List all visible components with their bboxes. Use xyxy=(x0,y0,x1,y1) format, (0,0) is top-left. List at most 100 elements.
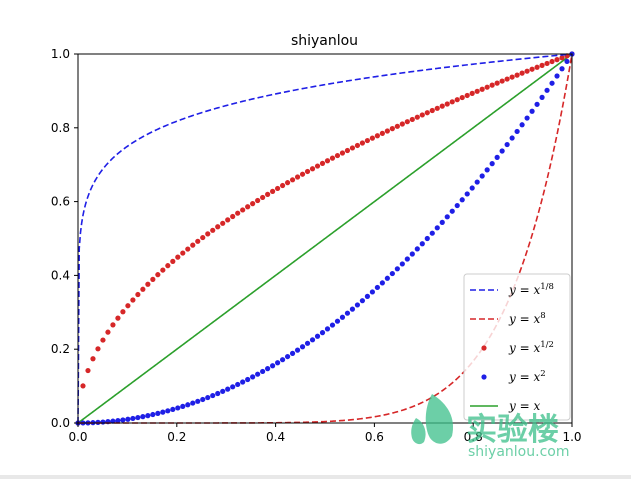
data-point xyxy=(464,92,470,99)
data-point xyxy=(215,224,221,230)
data-point xyxy=(150,276,156,282)
watermark-url-text: shiyanlou.com xyxy=(468,444,569,460)
legend-items: y = x1/8 y = x8 y = x1/2 y = x2 y = x xyxy=(470,282,554,413)
data-point xyxy=(374,284,380,291)
data-point xyxy=(389,126,395,132)
data-point xyxy=(150,411,156,418)
watermark-cn-text: 实验楼 xyxy=(466,412,559,448)
chart-title: shiyanlou xyxy=(291,33,358,49)
data-point xyxy=(334,152,341,159)
data-point xyxy=(115,315,121,321)
data-point xyxy=(255,197,261,204)
data-point xyxy=(155,272,161,278)
data-point xyxy=(245,376,251,383)
data-point xyxy=(469,185,475,191)
data-point xyxy=(294,174,301,180)
data-point xyxy=(379,280,385,286)
data-point xyxy=(379,130,385,136)
legend-entry-y-x-2: y = x2 xyxy=(481,369,546,384)
data-point xyxy=(564,58,570,65)
data-point xyxy=(205,394,211,401)
data-point xyxy=(329,155,336,161)
data-point xyxy=(240,207,246,213)
data-point xyxy=(354,302,361,308)
legend-entry-y-x: y = x xyxy=(470,399,540,413)
data-point xyxy=(284,353,291,360)
data-point xyxy=(230,384,236,390)
data-point xyxy=(419,112,425,118)
y-tick-label: 0.6 xyxy=(51,195,70,209)
data-point xyxy=(429,230,435,236)
data-point xyxy=(225,386,231,392)
data-point xyxy=(145,281,151,287)
data-point xyxy=(125,416,131,422)
data-point xyxy=(454,97,460,103)
data-point xyxy=(484,167,490,173)
data-point xyxy=(240,379,246,385)
legend-entry-y-x-1-2: y = x1/2 xyxy=(481,340,554,355)
data-point xyxy=(389,270,395,277)
data-point xyxy=(534,101,540,107)
data-point xyxy=(270,188,276,194)
data-point xyxy=(215,390,221,397)
data-point xyxy=(145,413,151,419)
y-tick-label: 0.2 xyxy=(51,342,70,356)
data-point xyxy=(539,62,545,68)
data-point xyxy=(374,133,380,139)
data-point xyxy=(279,182,286,189)
data-point xyxy=(519,70,525,76)
x-tick-label: 0.6 xyxy=(365,430,384,444)
data-point xyxy=(349,145,356,151)
data-point xyxy=(384,275,390,281)
data-point xyxy=(265,191,271,197)
data-point xyxy=(494,154,500,160)
legend-label: y = x2 xyxy=(508,369,546,384)
x-tick-label: 0.4 xyxy=(266,430,285,444)
data-point xyxy=(404,119,410,125)
data-point xyxy=(200,234,206,241)
data-point xyxy=(529,108,535,114)
data-point xyxy=(364,137,371,144)
data-point xyxy=(220,388,226,394)
watermark-leaf-icon xyxy=(425,394,454,444)
data-point xyxy=(105,329,111,335)
data-point xyxy=(424,110,430,116)
legend-label: y = x xyxy=(508,399,540,413)
data-point xyxy=(384,128,390,134)
data-point xyxy=(275,360,281,366)
data-point xyxy=(165,263,171,269)
data-point xyxy=(95,346,101,352)
y-tick-label: 0.0 xyxy=(51,416,70,430)
data-point xyxy=(324,326,331,332)
data-point xyxy=(294,347,301,353)
data-point xyxy=(469,90,475,96)
data-point xyxy=(115,417,121,424)
data-point xyxy=(399,261,405,267)
series-y-x-2 xyxy=(75,51,575,426)
data-point xyxy=(225,217,231,223)
data-point xyxy=(419,241,425,247)
data-point xyxy=(349,306,356,312)
data-point xyxy=(409,116,415,123)
data-point xyxy=(260,194,266,201)
data-point xyxy=(284,180,291,186)
data-point xyxy=(135,414,141,421)
data-point xyxy=(354,142,361,149)
data-point xyxy=(200,396,206,403)
watermark-leaf-small-icon xyxy=(411,418,426,445)
x-tick-label: 0.2 xyxy=(167,430,186,444)
data-point xyxy=(399,121,405,127)
data-point xyxy=(190,242,196,248)
data-point xyxy=(484,84,490,90)
data-point xyxy=(534,64,540,70)
legend-entry-y-x-1-8: y = x1/8 xyxy=(470,282,554,297)
data-point xyxy=(364,293,371,299)
data-point xyxy=(439,219,445,225)
data-point xyxy=(414,114,420,120)
data-point xyxy=(474,179,480,185)
data-point xyxy=(125,303,131,309)
data-point xyxy=(250,374,256,380)
legend-marker xyxy=(481,374,487,380)
data-point xyxy=(559,66,565,72)
data-point xyxy=(185,246,191,252)
